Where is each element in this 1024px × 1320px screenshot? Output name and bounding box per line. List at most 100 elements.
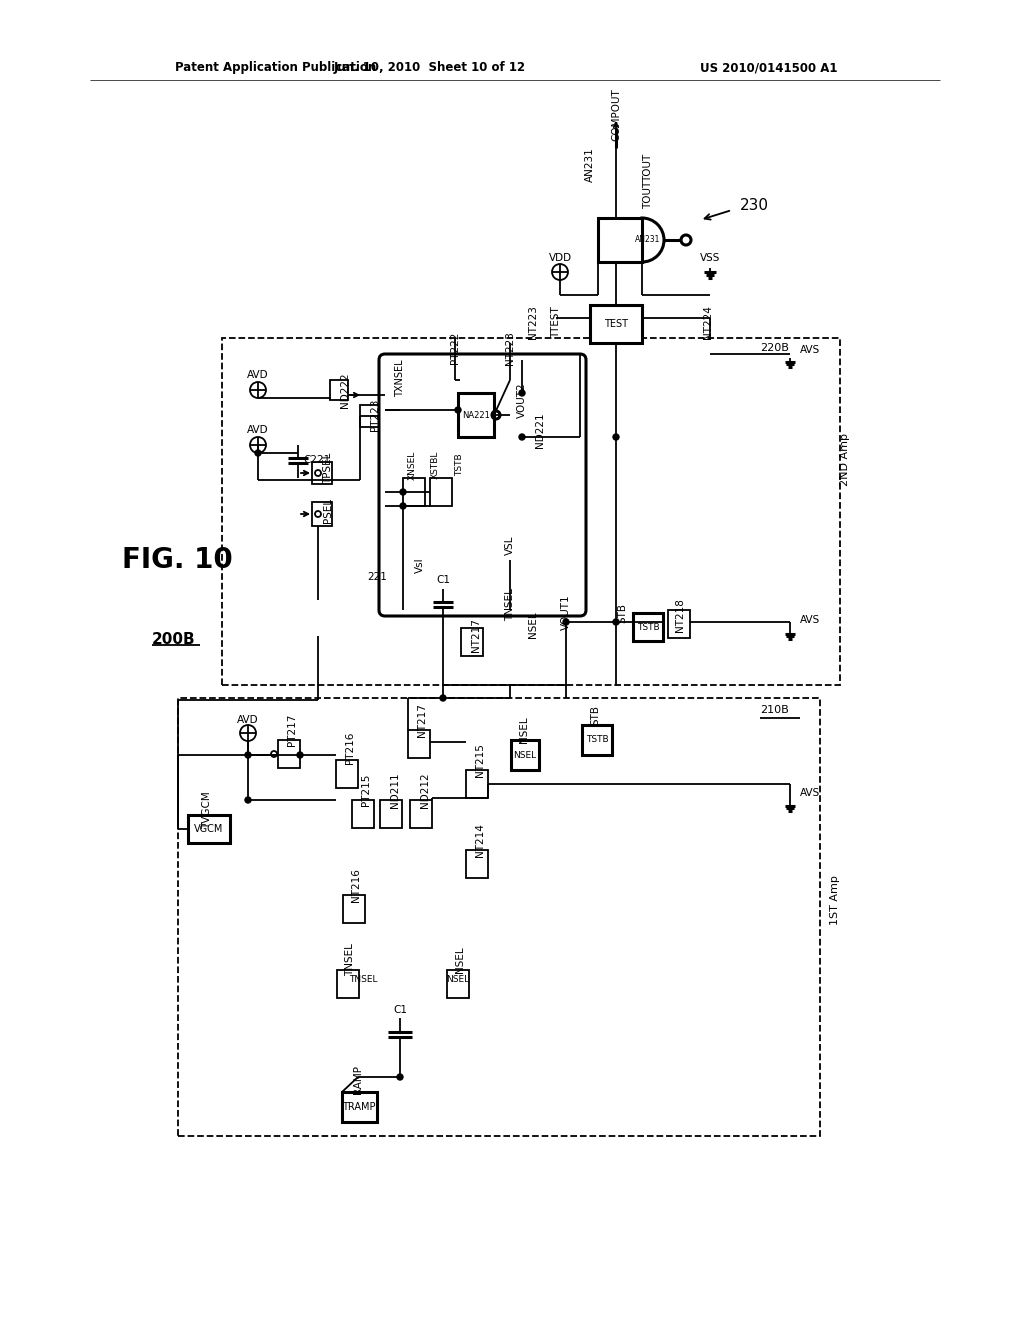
Text: NT216: NT216: [351, 869, 361, 902]
Circle shape: [440, 696, 446, 701]
Text: TSTB: TSTB: [586, 735, 608, 744]
Bar: [312, 462, 332, 484]
Circle shape: [519, 389, 525, 396]
Text: TRAMP: TRAMP: [342, 1102, 376, 1111]
Text: PT216: PT216: [345, 731, 355, 764]
Text: XSTBL: XSTBL: [430, 451, 439, 479]
Text: Vsl: Vsl: [415, 557, 425, 573]
Bar: [590, 305, 642, 343]
Bar: [458, 393, 494, 437]
Circle shape: [400, 503, 406, 510]
Text: Jun. 10, 2010  Sheet 10 of 12: Jun. 10, 2010 Sheet 10 of 12: [334, 62, 526, 74]
Circle shape: [245, 752, 251, 758]
Text: VSS: VSS: [699, 253, 720, 263]
Circle shape: [245, 797, 251, 803]
Text: COMPOUT: COMPOUT: [611, 88, 621, 141]
Bar: [312, 502, 332, 525]
Text: PSEL: PSEL: [323, 498, 333, 523]
Text: AVD: AVD: [247, 370, 269, 380]
Text: VOUT2: VOUT2: [517, 383, 527, 418]
Text: ND211: ND211: [390, 772, 400, 808]
Text: STB: STB: [617, 603, 627, 623]
Bar: [188, 814, 230, 843]
Bar: [343, 895, 365, 923]
Bar: [336, 760, 358, 788]
Text: NSEL: NSEL: [446, 975, 470, 985]
Text: NSEL: NSEL: [519, 717, 529, 743]
Bar: [511, 741, 539, 770]
Text: 221: 221: [368, 572, 387, 582]
Circle shape: [613, 619, 618, 624]
Bar: [668, 610, 690, 638]
Text: 2ND Amp: 2ND Amp: [840, 433, 850, 487]
Text: NSEL: NSEL: [528, 611, 538, 639]
Text: PT217: PT217: [287, 714, 297, 746]
Text: NSEL: NSEL: [513, 751, 537, 759]
Text: NT215: NT215: [475, 743, 485, 777]
Bar: [461, 628, 483, 656]
Bar: [337, 970, 359, 998]
Text: VOUT1: VOUT1: [561, 594, 571, 630]
Bar: [278, 741, 300, 768]
Text: 210B: 210B: [760, 705, 788, 715]
Circle shape: [397, 1074, 403, 1080]
Text: FIG. 10: FIG. 10: [122, 546, 232, 574]
Text: TNSEL: TNSEL: [345, 944, 355, 977]
Text: TXNSEL: TXNSEL: [395, 359, 406, 397]
Text: TNSEL: TNSEL: [505, 589, 515, 622]
Text: 1ST Amp: 1ST Amp: [830, 875, 840, 925]
Text: NT217: NT217: [417, 704, 427, 737]
Text: NSEL: NSEL: [455, 946, 465, 973]
Bar: [342, 1092, 377, 1122]
Text: TPSEL: TPSEL: [323, 453, 333, 483]
Text: XNSEL: XNSEL: [408, 450, 417, 479]
FancyBboxPatch shape: [379, 354, 586, 616]
Text: PT222: PT222: [450, 331, 460, 364]
Text: NT214: NT214: [475, 824, 485, 857]
Text: C1: C1: [393, 1005, 407, 1015]
Text: STB: STB: [590, 705, 600, 725]
Bar: [410, 800, 432, 828]
Text: VSL: VSL: [505, 535, 515, 554]
Text: ND221: ND221: [535, 412, 545, 447]
Bar: [352, 800, 374, 828]
Bar: [330, 380, 348, 400]
Text: 230: 230: [740, 198, 769, 213]
Circle shape: [400, 488, 406, 495]
Text: TVGCM: TVGCM: [202, 791, 212, 829]
Text: 200B: 200B: [152, 632, 196, 648]
Text: C221: C221: [303, 455, 331, 465]
Bar: [403, 478, 425, 506]
Text: TSTB: TSTB: [637, 623, 659, 631]
Text: VGCM: VGCM: [195, 824, 223, 834]
Text: NA221: NA221: [462, 411, 489, 420]
Text: TEST: TEST: [604, 319, 628, 329]
Text: PT215: PT215: [361, 774, 371, 807]
Text: PT223: PT223: [370, 399, 380, 432]
Text: C1: C1: [436, 576, 450, 585]
Text: NT223: NT223: [505, 331, 515, 364]
Text: 220B: 220B: [760, 343, 788, 352]
Text: AVD: AVD: [247, 425, 269, 436]
Circle shape: [519, 434, 525, 440]
Bar: [380, 800, 402, 828]
Text: AN231: AN231: [635, 235, 660, 244]
Text: TOUT: TOUT: [643, 154, 653, 182]
Circle shape: [297, 752, 303, 758]
Text: NT224: NT224: [703, 305, 713, 339]
Text: TTEST: TTEST: [551, 306, 561, 338]
Circle shape: [255, 450, 261, 455]
Bar: [430, 478, 452, 506]
Circle shape: [455, 407, 461, 413]
Text: Patent Application Publication: Patent Application Publication: [175, 62, 376, 74]
Bar: [222, 338, 840, 685]
Bar: [466, 850, 488, 878]
Text: VDD: VDD: [549, 253, 571, 263]
Bar: [360, 405, 380, 426]
Text: AVS: AVS: [800, 345, 820, 355]
Bar: [466, 770, 488, 799]
Text: NT217: NT217: [471, 618, 481, 652]
Circle shape: [563, 619, 569, 624]
Text: TNSEL: TNSEL: [349, 975, 377, 985]
Text: RAMP: RAMP: [353, 1065, 362, 1094]
